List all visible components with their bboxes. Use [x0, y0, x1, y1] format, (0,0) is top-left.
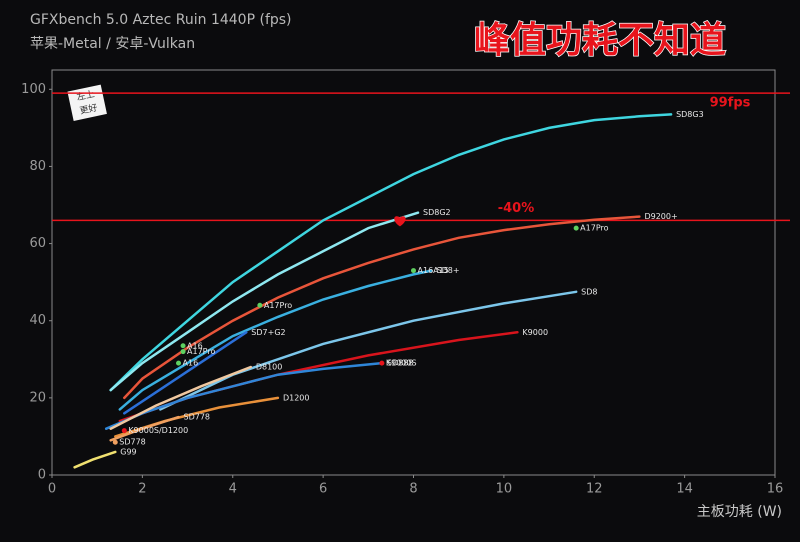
series-line: [109, 365, 253, 430]
point-label: A17Pro: [580, 224, 608, 233]
series-label: SD8G2: [423, 208, 451, 217]
headline: 峰值功耗不知道: [474, 20, 726, 61]
x-axis-label: 主板功耗 (W): [697, 504, 782, 520]
point-label: K9000S/D1200: [128, 426, 188, 435]
series-line: [123, 215, 641, 400]
x-tick-label: 10: [496, 482, 513, 497]
y-tick-label: 60: [29, 236, 46, 251]
series-line: [118, 269, 433, 411]
data-point: [379, 360, 385, 366]
chart-subtitle: 苹果-Metal / 安卓-Vulkan: [30, 36, 195, 52]
series-label: D8100: [256, 363, 283, 372]
series-label: SD888: [387, 359, 414, 368]
series-label: G99: [120, 447, 136, 456]
series-line: [73, 450, 117, 469]
x-tick-label: 6: [319, 482, 327, 497]
series-label: SD778: [184, 413, 211, 422]
point-label: A17Pro: [187, 347, 215, 356]
data-point: [180, 349, 186, 355]
series-label: D9200+: [644, 212, 677, 221]
x-tick-label: 12: [586, 482, 603, 497]
data-point: [180, 343, 186, 349]
series-line: [123, 331, 248, 415]
series-label: SD8G3: [676, 110, 704, 119]
x-tick-label: 14: [676, 482, 693, 497]
y-tick-label: 20: [29, 390, 46, 405]
badge: 左上 更好: [67, 84, 107, 121]
series-label: K9000: [522, 328, 548, 337]
x-tick-label: 0: [48, 482, 56, 497]
point-label: K9000S: [386, 359, 417, 368]
data-point: [121, 428, 127, 434]
chart-title: GFXbench 5.0 Aztec Ruin 1440P (fps): [30, 12, 292, 28]
data-point: [257, 302, 263, 308]
series-line: [159, 290, 578, 411]
data-point: [573, 225, 579, 231]
reference-label: -40%: [498, 201, 535, 216]
x-tick-label: 4: [229, 482, 237, 497]
point-label: SD778: [119, 438, 146, 447]
point-label: A17Pro: [264, 301, 292, 310]
data-point: [112, 439, 118, 445]
badge-text: 左上: [76, 88, 96, 103]
series-label: D1200: [283, 393, 310, 402]
series-line: [109, 415, 180, 442]
series-line: [104, 361, 384, 430]
point-label: A16A15: [418, 266, 449, 275]
series-line: [109, 113, 673, 392]
y-tick-label: 40: [29, 313, 46, 328]
reference-label: 99fps: [710, 96, 751, 111]
data-point: [411, 268, 416, 274]
series-label: SD8: [581, 287, 597, 296]
data-point: [176, 360, 182, 366]
series-label: SD7+G2: [251, 328, 285, 337]
x-tick-label: 8: [409, 482, 417, 497]
y-tick-label: 100: [21, 82, 46, 97]
series-label: SD8+: [437, 266, 460, 275]
y-tick-label: 80: [29, 159, 46, 174]
y-tick-label: 0: [38, 468, 46, 483]
highlight-marker: [394, 216, 406, 227]
series-line: [109, 211, 420, 392]
point-label: A16: [183, 359, 199, 368]
badge-text: 更好: [78, 101, 98, 116]
x-tick-label: 16: [767, 482, 784, 497]
point-label: A16: [187, 341, 203, 350]
x-tick-label: 2: [138, 482, 146, 497]
